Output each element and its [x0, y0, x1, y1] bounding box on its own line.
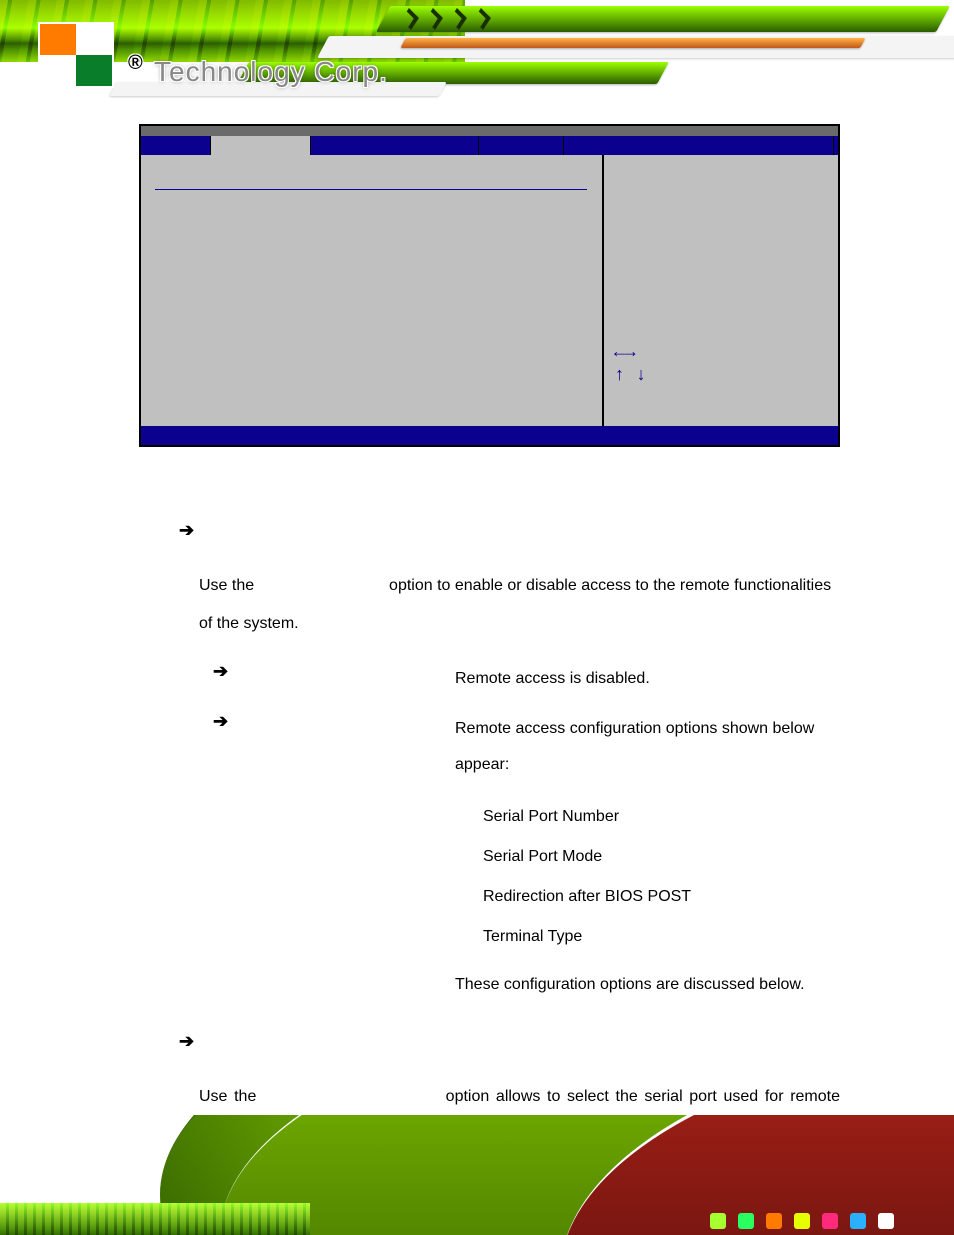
bios-window: ←→ ↑ ↓ [139, 124, 840, 447]
color-dots [710, 1213, 894, 1229]
sec1-paragraph: Use the option to enable or disable acce… [139, 567, 840, 643]
text: Use the [199, 1088, 256, 1105]
arrow-icon: ↑ ↓ [614, 366, 646, 386]
divider [155, 189, 587, 190]
arrow-right-icon: ➔ [213, 661, 241, 682]
bios-left-pane [141, 155, 602, 426]
option-desc: Remote access is disabled. [455, 661, 840, 697]
bottom-banner [0, 1115, 954, 1235]
bios-tab[interactable] [564, 136, 834, 155]
sublist-item: Serial Port Mode [483, 837, 840, 877]
nav-hint: ↑ ↓ [614, 365, 828, 388]
sec1-closing: These configuration options are discusse… [139, 967, 840, 1003]
sec1-options: ➔ Remote access is disabled. ➔ Remote acces… [139, 661, 840, 783]
option-row: ➔ Remote access is disabled. [213, 661, 840, 697]
color-dot [766, 1213, 782, 1229]
option-row: ➔ Remote access configuration options sho… [213, 711, 840, 783]
color-dot [794, 1213, 810, 1229]
page-content: ➔ Use the option to enable or disable ac… [139, 498, 840, 1154]
bios-tab[interactable] [141, 136, 211, 155]
arrow-right-icon: ➔ [213, 711, 241, 732]
arrow-right-icon: ➔ [179, 1031, 203, 1052]
color-dot [710, 1213, 726, 1229]
logo-icon [38, 22, 114, 88]
sublist-item: Terminal Type [483, 917, 840, 957]
bios-tab[interactable] [479, 136, 564, 155]
color-dot [738, 1213, 754, 1229]
top-banner: ® Technology Corp. [0, 0, 954, 124]
nav-hint: ←→ [614, 342, 828, 365]
bios-nav-help: ←→ ↑ ↓ [614, 342, 828, 418]
brand-name: Technology Corp. [154, 56, 388, 88]
arrow-icon: ←→ [614, 343, 636, 363]
text: option to enable or disable access to th… [199, 577, 831, 632]
color-dot [878, 1213, 894, 1229]
option-desc: Remote access configuration options show… [455, 711, 840, 783]
color-dot [822, 1213, 838, 1229]
bios-titlebar [141, 126, 838, 136]
section-heading-remote-access: ➔ [139, 520, 840, 541]
bios-right-pane: ←→ ↑ ↓ [602, 155, 838, 426]
circuit-strip-bottom [0, 1203, 310, 1235]
text: Use the [199, 577, 254, 594]
color-dot [850, 1213, 866, 1229]
bios-tab[interactable] [311, 136, 479, 155]
decorative-wedges [363, 6, 954, 126]
sublist-item: Redirection after BIOS POST [483, 877, 840, 917]
arrow-right-icon: ➔ [179, 520, 203, 541]
registered-icon: ® [128, 52, 143, 75]
sec1-sublist: Serial Port NumberSerial Port ModeRedire… [139, 797, 840, 957]
bios-tab[interactable] [211, 136, 311, 155]
bios-menu-bar [141, 136, 838, 155]
sublist-item: Serial Port Number [483, 797, 840, 837]
brand-logo [38, 22, 114, 88]
section-heading-serial-port: ➔ [139, 1031, 840, 1052]
bios-footer [141, 426, 838, 445]
